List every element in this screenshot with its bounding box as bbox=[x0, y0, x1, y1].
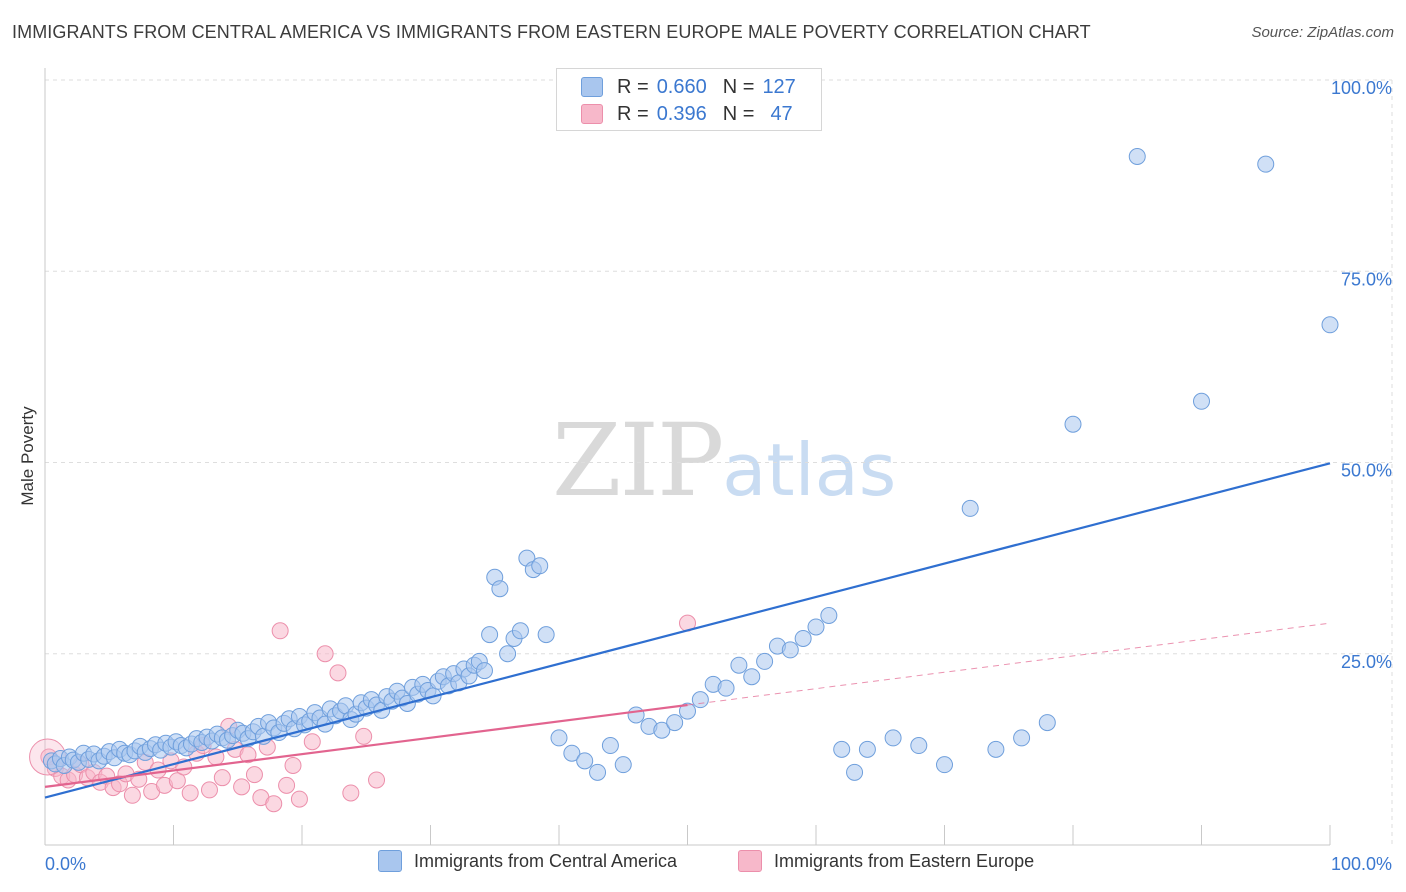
data-point-eastern-europe bbox=[342, 784, 360, 802]
data-point-eastern-europe bbox=[168, 772, 186, 790]
data-point-eastern-europe bbox=[213, 769, 231, 787]
legend-n-label: N = bbox=[722, 102, 755, 125]
data-point-eastern-europe bbox=[284, 756, 302, 774]
data-point-central-america bbox=[601, 737, 619, 755]
tick-labels: 25.0% 50.0% 75.0% 100.0% 0.0% 100.0% bbox=[45, 78, 1392, 874]
data-point-central-america bbox=[550, 729, 568, 747]
data-point-central-america bbox=[961, 499, 979, 517]
data-point-central-america bbox=[537, 626, 555, 644]
data-point-central-america bbox=[936, 756, 953, 774]
data-point-central-america bbox=[807, 618, 825, 636]
legend-swatch-blue bbox=[581, 77, 603, 97]
chart-title: IMMIGRANTS FROM CENTRAL AMERICA VS IMMIG… bbox=[12, 22, 1091, 42]
data-point-central-america bbox=[730, 656, 748, 674]
data-point-central-america bbox=[743, 668, 761, 686]
x-tick-label: 0.0% bbox=[45, 854, 86, 874]
legend-n-value: 127 bbox=[762, 75, 796, 98]
data-point-central-america bbox=[531, 557, 549, 575]
watermark-zip: ZIP bbox=[552, 402, 724, 519]
x-tick-label: 100.0% bbox=[1331, 854, 1392, 874]
data-point-central-america bbox=[1128, 148, 1146, 165]
data-point-eastern-europe bbox=[265, 795, 283, 813]
data-point-central-america bbox=[481, 626, 499, 644]
data-point-central-america bbox=[1013, 729, 1031, 747]
data-point-central-america bbox=[666, 714, 684, 732]
watermark-atlas: atlas bbox=[722, 428, 897, 512]
data-point-central-america bbox=[1038, 714, 1056, 732]
watermark: ZIPatlas bbox=[552, 402, 896, 519]
data-point-eastern-europe bbox=[233, 778, 251, 796]
y-tick-label: 50.0% bbox=[1341, 461, 1392, 481]
data-point-central-america bbox=[781, 641, 799, 659]
legend-swatch-pink bbox=[581, 104, 603, 124]
source-credit: Source: ZipAtlas.com bbox=[1251, 24, 1394, 41]
data-point-central-america bbox=[833, 740, 851, 758]
data-point-eastern-europe bbox=[278, 776, 296, 794]
trend-line-central-america bbox=[44, 462, 1331, 799]
trend-lines bbox=[44, 462, 1331, 799]
data-point-central-america bbox=[475, 662, 493, 680]
data-point-central-america bbox=[614, 756, 632, 774]
legend-n-value: 47 bbox=[770, 102, 793, 125]
data-point-central-america bbox=[858, 740, 876, 758]
data-point-central-america bbox=[627, 706, 645, 724]
data-point-central-america bbox=[576, 752, 594, 770]
data-point-central-america bbox=[884, 729, 902, 747]
data-point-central-america bbox=[717, 679, 735, 697]
data-point-central-america bbox=[756, 652, 774, 670]
legend-swatch-blue bbox=[378, 850, 402, 872]
data-point-eastern-europe bbox=[290, 790, 308, 808]
axes bbox=[44, 68, 1331, 846]
y-tick-label: 25.0% bbox=[1341, 652, 1392, 672]
data-point-eastern-europe bbox=[181, 784, 199, 802]
central-america-points bbox=[42, 148, 1339, 781]
data-point-eastern-europe bbox=[303, 733, 321, 751]
data-point-central-america bbox=[794, 629, 812, 647]
data-point-central-america bbox=[563, 744, 581, 762]
series-legend: Immigrants from Central America Immigran… bbox=[0, 850, 1406, 878]
data-point-central-america bbox=[846, 763, 864, 781]
data-point-central-america bbox=[820, 607, 838, 624]
legend-n-label: N = bbox=[722, 75, 755, 98]
legend-row-central-america: R = 0.660 N = 127 bbox=[581, 74, 812, 100]
data-point-central-america bbox=[653, 721, 671, 739]
data-point-central-america bbox=[679, 702, 696, 720]
legend-r-value: 0.660 bbox=[656, 75, 707, 98]
data-point-eastern-europe bbox=[355, 727, 373, 745]
data-point-central-america bbox=[1321, 316, 1339, 334]
data-point-central-america bbox=[691, 691, 709, 709]
data-point-central-america bbox=[491, 580, 509, 598]
legend-r-label: R = bbox=[617, 102, 649, 125]
data-point-eastern-europe bbox=[368, 771, 386, 789]
data-point-central-america bbox=[910, 737, 928, 755]
data-point-eastern-europe bbox=[245, 766, 263, 784]
y-tick-label: 75.0% bbox=[1341, 269, 1392, 289]
y-tick-label: 100.0% bbox=[1331, 78, 1392, 98]
data-point-central-america bbox=[1257, 155, 1275, 173]
data-point-central-america bbox=[589, 763, 607, 781]
data-point-eastern-europe bbox=[200, 781, 218, 799]
legend-item-central-america[interactable]: Immigrants from Central America bbox=[378, 850, 677, 872]
trend-line-eastern-europe-extension bbox=[687, 622, 1331, 706]
data-point-central-america bbox=[499, 645, 517, 663]
trend-line-eastern-europe bbox=[44, 703, 688, 788]
legend-swatch-pink bbox=[738, 850, 762, 872]
legend-label: Immigrants from Eastern Europe bbox=[774, 850, 1035, 871]
data-point-central-america bbox=[987, 740, 1005, 758]
data-point-eastern-europe bbox=[123, 786, 141, 804]
data-point-eastern-europe bbox=[329, 664, 347, 682]
data-point-central-america bbox=[1064, 415, 1082, 433]
correlation-legend: R = 0.660 N = 127 R = 0.396 N = 47 bbox=[556, 68, 822, 131]
legend-item-eastern-europe[interactable]: Immigrants from Eastern Europe bbox=[738, 850, 1034, 872]
data-point-central-america bbox=[1193, 392, 1210, 410]
data-point-central-america bbox=[511, 622, 529, 640]
legend-row-eastern-europe: R = 0.396 N = 47 bbox=[581, 101, 809, 127]
legend-r-label: R = bbox=[617, 75, 649, 98]
data-point-eastern-europe bbox=[271, 622, 289, 640]
legend-r-value: 0.396 bbox=[656, 102, 707, 125]
data-point-eastern-europe bbox=[316, 645, 334, 663]
legend-label: Immigrants from Central America bbox=[414, 850, 678, 871]
